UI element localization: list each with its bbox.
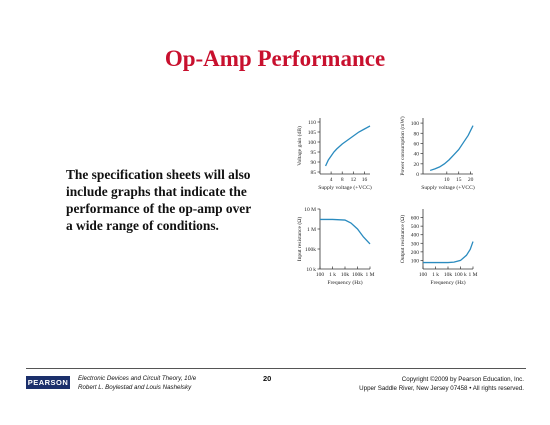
x-tick-label: 10k <box>444 272 453 278</box>
x-tick-label: 10 <box>444 177 450 183</box>
y-tick-label: 10 M <box>304 207 316 213</box>
y-tick-label: 110 <box>308 120 316 126</box>
page-number: 20 <box>263 374 272 383</box>
y-tick-label: 100k <box>305 247 316 253</box>
y-axis-label: Input resistance (Ω) <box>296 217 303 262</box>
y-tick-label: 400 <box>411 233 420 239</box>
copyright-notice: Copyright ©2009 by Pearson Education, In… <box>359 376 524 393</box>
book-credit: Electronic Devices and Circuit Theory, 1… <box>78 375 196 392</box>
y-tick-label: 40 <box>414 152 420 158</box>
body-line: The specification sheets will also <box>66 167 251 182</box>
x-axis-label: Frequency (Hz) <box>430 279 465 286</box>
y-axis-label: Power consumption (mW) <box>399 116 406 175</box>
x-tick-label: 4 <box>330 177 333 183</box>
x-tick-label: 100k <box>352 272 363 278</box>
x-tick-label: 1 k <box>329 272 336 278</box>
y-tick-label: 10 k <box>306 267 316 273</box>
body-line: include graphs that indicate the <box>66 184 247 199</box>
y-tick-label: 100 <box>411 258 420 264</box>
series-line <box>324 125 371 167</box>
y-tick-label: 105 <box>308 130 317 136</box>
book-authors: Robert L. Boylestad and Louis Nashelsky <box>78 383 192 391</box>
y-tick-label: 85 <box>311 170 317 176</box>
footer-divider <box>26 368 526 369</box>
x-axis-label: Supply voltage (+VCC) <box>421 184 475 191</box>
y-tick-label: 90 <box>311 160 317 166</box>
y-tick-label: 500 <box>411 224 420 230</box>
y-tick-label: 100 <box>411 121 420 127</box>
copyright-line: Copyright ©2009 by Pearson Education, In… <box>401 376 524 383</box>
y-tick-label: 60 <box>414 141 420 147</box>
y-tick-label: 200 <box>411 250 420 256</box>
y-tick-label: 20 <box>414 162 420 168</box>
y-tick-label: 1 M <box>307 227 316 233</box>
pearson-logo: PEARSON <box>26 376 70 389</box>
x-tick-label: 16 <box>362 177 368 183</box>
series-line <box>423 241 474 264</box>
y-tick-label: 100 <box>308 140 317 146</box>
x-tick-label: 8 <box>341 177 344 183</box>
series-line <box>320 218 371 245</box>
y-tick-label: 600 <box>411 216 420 222</box>
y-tick-label: 300 <box>411 241 420 247</box>
y-axis-label: Voltage gain (dB) <box>296 126 303 166</box>
copyright-address: Upper Saddle River, New Jersey 07458 • A… <box>359 384 524 392</box>
x-tick-label: 100 <box>316 272 325 278</box>
x-tick-label: 1 k <box>432 272 439 278</box>
x-tick-label: 10k <box>341 272 350 278</box>
body-line: performance of the op-amp over <box>66 201 252 216</box>
y-tick-label: 0 <box>416 172 419 178</box>
x-tick-label: 100 <box>419 272 428 278</box>
x-tick-label: 100 k <box>454 272 467 278</box>
x-tick-label: 1 M <box>365 272 374 278</box>
book-title: Electronic Devices and Circuit Theory, 1… <box>78 375 197 382</box>
y-axis-label: Output resistance (Ω) <box>399 215 406 263</box>
x-axis-label: Frequency (Hz) <box>327 279 362 286</box>
y-tick-label: 80 <box>414 131 420 137</box>
x-tick-label: 20 <box>468 177 474 183</box>
slide-title: Op-Amp Performance <box>164 46 386 71</box>
series-line <box>429 125 474 172</box>
x-tick-label: 1 M <box>468 272 477 278</box>
x-tick-label: 12 <box>351 177 357 183</box>
y-tick-label: 95 <box>311 150 317 156</box>
slide-body-text: The specification sheets will also inclu… <box>66 166 276 234</box>
body-line: a wide range of conditions. <box>66 218 219 233</box>
x-tick-label: 15 <box>456 177 462 183</box>
x-axis-label: Supply voltage (+VCC) <box>318 184 372 191</box>
